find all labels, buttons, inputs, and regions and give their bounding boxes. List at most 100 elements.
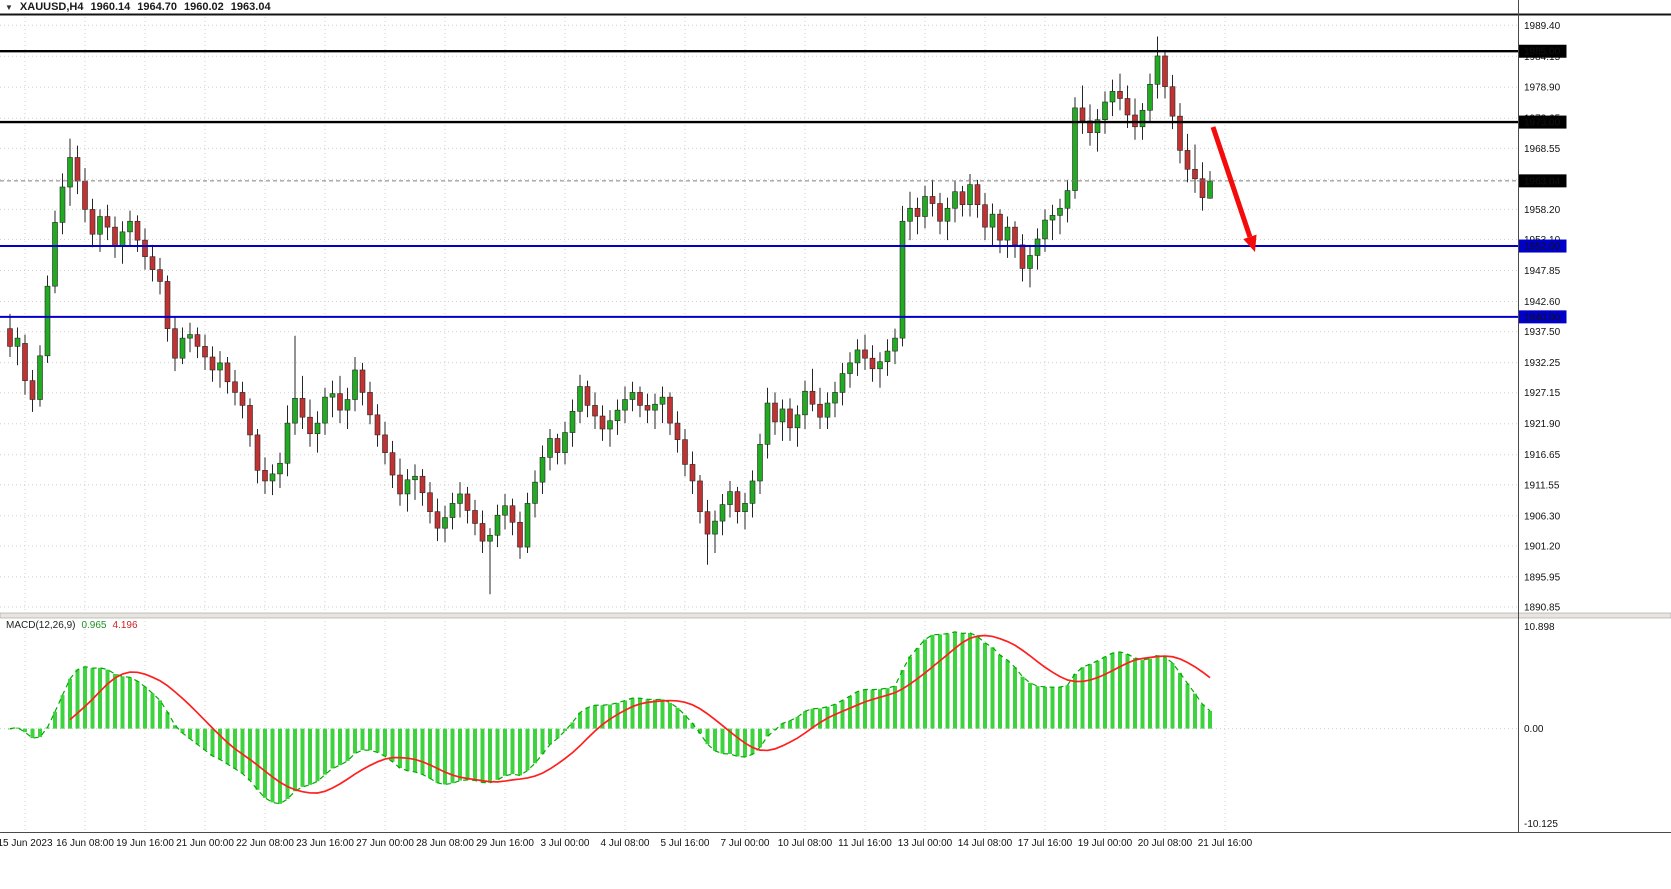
- candle-bearish: [382, 434, 388, 453]
- candle-bearish: [239, 392, 246, 406]
- macd-histogram-bar: [1050, 687, 1055, 729]
- candle-bearish: [419, 475, 426, 494]
- macd-histogram-bar: [495, 728, 500, 780]
- candle-bullish: [1109, 91, 1116, 103]
- macd-main-value: 0.965: [81, 620, 107, 631]
- candle-bearish: [224, 362, 231, 383]
- price-tick-label: 1916.65: [1524, 450, 1561, 461]
- current-price-label-text: 1963.04: [1524, 176, 1561, 187]
- candle-bullish: [119, 231, 126, 247]
- candle-bearish: [112, 226, 118, 247]
- candle-bearish: [817, 403, 823, 418]
- macd-histogram-bar: [893, 686, 897, 729]
- macd-histogram-bar: [900, 670, 905, 729]
- candle-bearish: [209, 356, 216, 371]
- candle-bullish: [1207, 180, 1213, 199]
- candle-bullish: [1049, 215, 1056, 221]
- horizontal-levels[interactable]: [0, 50, 1519, 318]
- candle-bearish: [734, 491, 741, 512]
- candle-bullish: [884, 350, 891, 363]
- candle-bearish: [307, 416, 313, 435]
- candle-bullish: [577, 386, 583, 412]
- macd-histogram-bar: [975, 636, 980, 729]
- candle-bullish: [847, 362, 853, 374]
- bearish-arrow[interactable]: [1210, 126, 1257, 252]
- macd-histogram-bar: [1110, 653, 1115, 729]
- candle-bullish: [442, 517, 448, 529]
- macd-histogram-bar: [1170, 663, 1175, 729]
- candle-bullish: [899, 220, 906, 339]
- candle-bullish: [44, 285, 51, 357]
- time-label: 17 Jul 16:00: [1018, 838, 1073, 849]
- time-label: 20 Jul 08:00: [1138, 838, 1193, 849]
- macd-histogram-bar: [480, 728, 485, 783]
- macd-histogram-bar: [885, 688, 890, 729]
- macd-histogram-bar: [383, 728, 387, 757]
- candle-bullish: [67, 157, 73, 188]
- candle-bullish: [187, 334, 193, 339]
- macd-histogram-bar: [1073, 673, 1077, 729]
- candle-bullish: [569, 411, 576, 433]
- macd-histogram-bar: [683, 715, 687, 729]
- macd-histogram-bar: [1013, 667, 1017, 729]
- macd-histogram-bar: [728, 728, 732, 754]
- candle-bearish: [389, 452, 396, 476]
- macd-signal-line: [69, 634, 1211, 794]
- time-axis[interactable]: 15 Jun 2023 16 Jun 08:00 19 Jun 16:00 21 Ju…: [0, 838, 1253, 849]
- candle-bullish: [404, 479, 411, 495]
- macd-histogram-bar: [68, 678, 72, 729]
- time-label: 29 Jun 16:00: [476, 838, 534, 849]
- macd-histogram-bar: [518, 728, 522, 776]
- candle-bullish: [277, 462, 283, 475]
- ohlc-close: 1963.04: [230, 1, 271, 13]
- candle-bearish: [644, 405, 651, 411]
- candle-bullish: [727, 491, 733, 505]
- macd-histogram-bar: [705, 728, 710, 745]
- symbol-collapse-icon[interactable]: ▼: [5, 2, 13, 12]
- macd-histogram-bar: [863, 689, 867, 729]
- hline-price-label-text: 1985.00: [1524, 47, 1561, 58]
- macd-histogram-bar: [38, 728, 42, 738]
- candle-bullish: [989, 213, 996, 228]
- macd-histogram-bar: [810, 708, 815, 729]
- time-label: 5 Jul 16:00: [661, 838, 710, 849]
- price-tick-label: 1978.90: [1524, 83, 1561, 94]
- candle-bearish: [202, 346, 208, 358]
- macd-histogram-bar: [338, 728, 342, 766]
- macd-histogram-bar: [450, 728, 455, 784]
- macd-histogram-bar: [690, 723, 695, 729]
- time-label: 21 Jul 16:00: [1198, 838, 1253, 849]
- price-axis[interactable]: 1989.401984.151978.901973.651968.551963.…: [1518, 21, 1567, 830]
- candle-bullish: [547, 438, 553, 458]
- macd-histogram-bar: [1185, 683, 1190, 729]
- macd-histogram-bar: [270, 728, 275, 803]
- macd-histogram-bar: [488, 728, 492, 783]
- macd-histogram-bar: [105, 669, 110, 729]
- macd-histogram-bar: [375, 728, 380, 753]
- candle-bearish: [82, 180, 88, 210]
- candle-bearish: [1169, 86, 1176, 117]
- macd-histogram-bar: [98, 667, 102, 729]
- price-tick-label: 1932.25: [1524, 358, 1561, 369]
- macd-histogram-bar: [840, 700, 845, 729]
- time-label: 21 Jun 00:00: [176, 838, 234, 849]
- macd-histogram-bar: [855, 691, 860, 729]
- price-tick-label: 1958.20: [1524, 205, 1561, 216]
- macd-histogram-bar: [623, 700, 627, 729]
- macd-histogram-bar: [555, 728, 560, 739]
- candle-bearish: [554, 438, 561, 453]
- macd-histogram-bar: [720, 728, 725, 754]
- pane-separator[interactable]: [0, 612, 1671, 619]
- time-label: 27 Jun 00:00: [356, 838, 414, 849]
- macd-histogram-bar: [1148, 658, 1152, 729]
- macd-histogram-bar: [443, 728, 447, 785]
- price-tick-label: 1906.30: [1524, 511, 1561, 522]
- macd-histogram-bar: [608, 704, 612, 729]
- candle-bullish: [614, 409, 621, 422]
- macd-histogram-bar: [390, 728, 395, 762]
- macd-histogram-bar: [60, 695, 65, 729]
- macd-histogram-bar: [1208, 710, 1212, 729]
- candle-bullish: [502, 505, 508, 516]
- macd-histogram-bar: [638, 698, 642, 729]
